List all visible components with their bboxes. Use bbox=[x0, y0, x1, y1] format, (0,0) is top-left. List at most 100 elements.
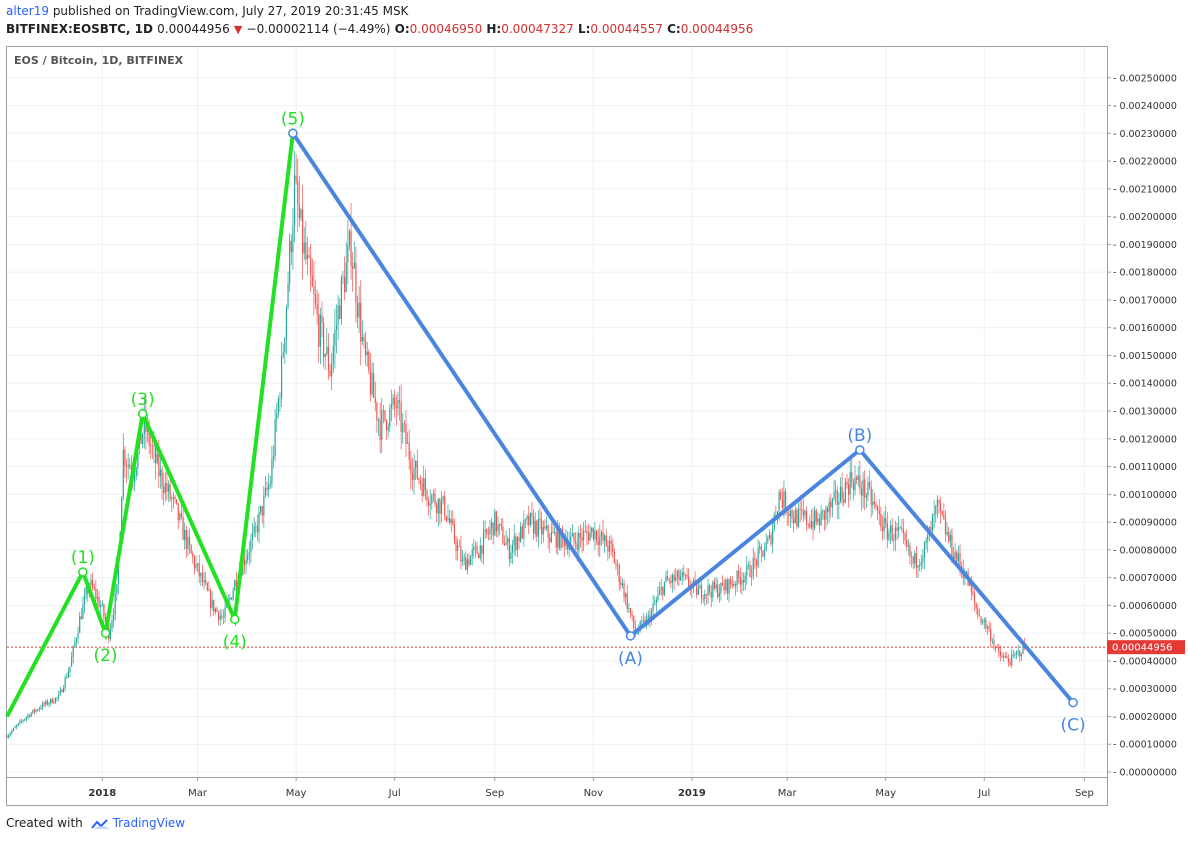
candle-body bbox=[592, 527, 594, 540]
candle-body bbox=[817, 518, 819, 523]
candle-body bbox=[279, 398, 281, 400]
wave-line[interactable] bbox=[5, 133, 295, 718]
price-tick-label: - 0.00140000 bbox=[1113, 379, 1177, 390]
wave-point-handle[interactable] bbox=[100, 628, 111, 638]
candle-body bbox=[322, 322, 325, 358]
wave-label: (1) bbox=[71, 548, 95, 568]
candle-body bbox=[221, 615, 223, 618]
candle-body bbox=[264, 488, 267, 496]
candle-body bbox=[718, 593, 720, 598]
candle-body bbox=[907, 545, 909, 547]
candle-body bbox=[600, 531, 603, 537]
candle-body bbox=[169, 484, 171, 499]
open-value: 0.00046950 bbox=[409, 22, 483, 36]
candle-body bbox=[847, 484, 850, 495]
candle-body bbox=[373, 373, 375, 398]
candle-body bbox=[810, 521, 813, 528]
candle-body bbox=[182, 517, 184, 541]
candle-body bbox=[949, 534, 951, 542]
candle-body bbox=[159, 469, 162, 477]
wave-label: (B) bbox=[847, 426, 872, 446]
wave-point-handle[interactable] bbox=[625, 631, 636, 641]
time-axis[interactable]: 2018 Mar May Jul Sep Nov 2019 Mar May Jul Sep bbox=[88, 777, 1094, 799]
candle-body bbox=[730, 579, 732, 585]
candle-body bbox=[933, 513, 935, 516]
candle-body bbox=[531, 513, 533, 517]
candle-body bbox=[741, 580, 743, 585]
candle-body bbox=[445, 516, 447, 521]
candle-body bbox=[180, 513, 183, 518]
candle-body bbox=[986, 627, 989, 629]
candle-body bbox=[495, 511, 498, 532]
candle-body bbox=[694, 580, 696, 582]
candle-body bbox=[251, 533, 254, 540]
candle-body bbox=[503, 543, 506, 545]
candle-body bbox=[697, 588, 699, 595]
candle-body bbox=[878, 510, 880, 515]
candle-body bbox=[200, 573, 202, 577]
wave-point-handle[interactable] bbox=[137, 409, 148, 419]
candle-body bbox=[316, 303, 318, 315]
candle-body bbox=[591, 527, 593, 532]
candle-body bbox=[663, 581, 666, 595]
close-label: C: bbox=[667, 22, 681, 36]
candle-body bbox=[48, 703, 50, 705]
candle-body bbox=[801, 509, 803, 511]
last-price-text: 0.00044956 bbox=[157, 22, 230, 36]
candle-body bbox=[310, 257, 312, 276]
candle-body bbox=[728, 579, 730, 594]
candle-body bbox=[176, 499, 178, 504]
candle-body bbox=[579, 533, 582, 538]
candle-body bbox=[427, 500, 430, 506]
candle-body bbox=[977, 608, 979, 615]
candle-body bbox=[552, 532, 554, 534]
candle-body bbox=[712, 581, 714, 598]
candle-body bbox=[696, 581, 698, 595]
candle-body bbox=[742, 580, 745, 583]
candle-body bbox=[101, 604, 103, 606]
candle-body bbox=[340, 277, 342, 319]
wave-line[interactable] bbox=[291, 132, 1075, 704]
candle-body bbox=[713, 581, 716, 589]
candle-body bbox=[79, 616, 81, 633]
candle-body bbox=[127, 464, 129, 467]
candle-body bbox=[59, 689, 61, 695]
wave-point-handle[interactable] bbox=[855, 445, 865, 455]
candle-body bbox=[739, 577, 741, 585]
author-link[interactable]: alter19 bbox=[6, 4, 49, 18]
tradingview-link[interactable]: TradingView bbox=[112, 816, 186, 830]
price-tick-label: - 0.00240000 bbox=[1113, 101, 1177, 112]
candle-body bbox=[235, 580, 237, 587]
candle-body bbox=[583, 531, 585, 541]
candle-body bbox=[709, 585, 711, 592]
candle-body bbox=[192, 553, 194, 558]
candle-body bbox=[287, 283, 289, 307]
candle-body bbox=[32, 709, 34, 714]
wave-annotations[interactable]: (1) (2) (3) (4) (5) (A) (B) (C) bbox=[5, 109, 1086, 736]
price-axis[interactable]: - 0.00250000 - 0.00240000 - 0.00230000 - 0.… bbox=[1107, 73, 1177, 779]
wave-point-handle[interactable] bbox=[230, 614, 240, 625]
wave-point-handle[interactable] bbox=[78, 567, 88, 577]
candle-body bbox=[353, 262, 355, 269]
candle-body bbox=[92, 579, 94, 588]
created-with-text: Created with bbox=[6, 816, 83, 830]
candle-body bbox=[218, 611, 220, 620]
candle-body bbox=[657, 594, 659, 600]
candle-body bbox=[395, 405, 397, 409]
wave-point-handle[interactable] bbox=[1068, 697, 1078, 708]
candle-body bbox=[770, 534, 772, 544]
wave-label: (5) bbox=[281, 109, 305, 129]
candle-body bbox=[403, 423, 405, 425]
candle-body bbox=[788, 513, 790, 517]
candle-body bbox=[738, 571, 740, 578]
candle-body bbox=[321, 314, 323, 323]
candle-body bbox=[379, 419, 381, 440]
candle-body bbox=[604, 535, 606, 541]
candle-body bbox=[626, 593, 628, 609]
candle-body bbox=[206, 583, 208, 591]
wave-point-handle[interactable] bbox=[288, 128, 298, 139]
time-tick-label: May bbox=[286, 788, 307, 799]
candle-body bbox=[6, 735, 8, 738]
candle-body bbox=[331, 362, 333, 376]
